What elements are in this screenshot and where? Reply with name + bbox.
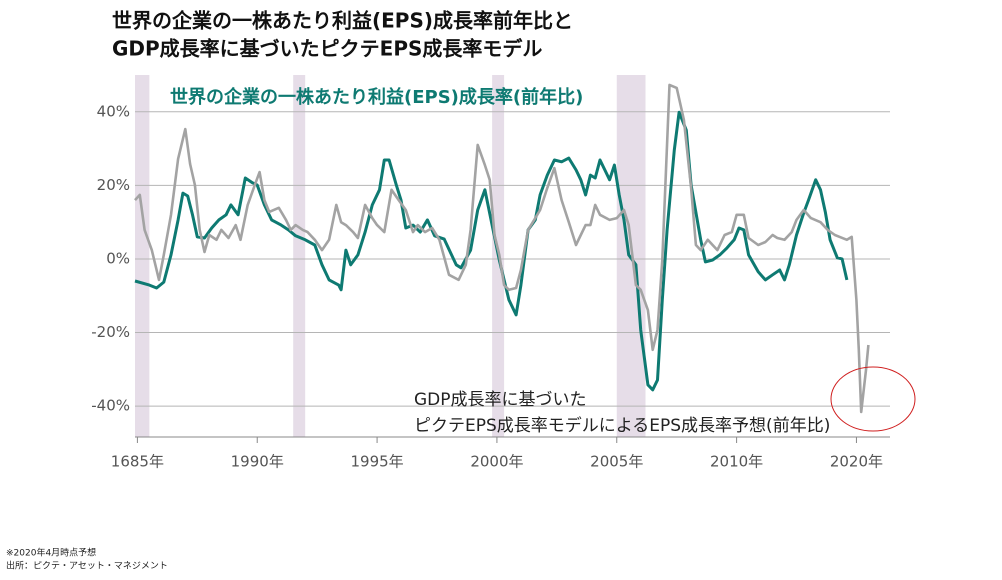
x-tick-label: 2005年 bbox=[590, 453, 643, 471]
x-tick-label: 2020年 bbox=[830, 453, 883, 471]
annotation: ピクテEPS成長率モデルによるEPS成長率予想(前年比) bbox=[414, 415, 830, 436]
highlight-circle bbox=[830, 366, 916, 432]
annotation: GDP成長率に基づいた bbox=[414, 390, 587, 410]
plot-area: 40% 20% 0% -20% -40% 1685年 1990年 1995年 2000年 2005… bbox=[91, 75, 890, 471]
shaded-period bbox=[293, 75, 306, 437]
y-tick-label: 20% bbox=[97, 176, 130, 194]
footnote: 出所：ピクテ・アセット・マネジメント bbox=[6, 560, 168, 572]
chart-title: 世界の企業の一株あたり利益(EPS)成長率前年比と bbox=[112, 9, 573, 33]
legend-label: 世界の企業の一株あたり利益(EPS)成長率(前年比) bbox=[170, 86, 583, 108]
x-tick-label: 1990年 bbox=[231, 453, 284, 471]
series-line bbox=[134, 83, 870, 414]
chart-title: GDP成長率に基づいたピクテEPS成長率モデル bbox=[112, 37, 542, 61]
y-tick-label: -20% bbox=[91, 323, 130, 341]
x-tick-label: 2010年 bbox=[710, 453, 763, 471]
x-tick-label: 1685年 bbox=[111, 453, 164, 471]
shaded-period bbox=[135, 75, 150, 437]
series-line bbox=[134, 110, 849, 392]
y-tick-label: 0% bbox=[106, 249, 130, 267]
y-tick-label: -40% bbox=[91, 397, 130, 415]
footnote: ※2020年4月時点予想 bbox=[6, 547, 96, 559]
x-tick-label: 2000年 bbox=[470, 453, 523, 471]
x-tick-label: 1995年 bbox=[350, 453, 403, 471]
y-tick-label: 40% bbox=[97, 102, 130, 120]
